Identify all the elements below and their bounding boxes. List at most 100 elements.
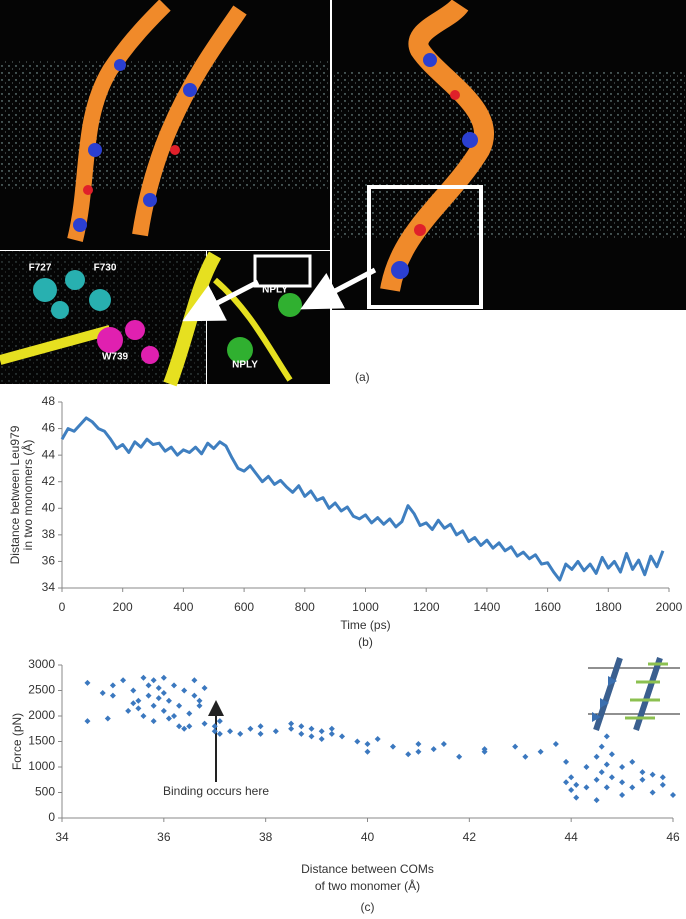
point bbox=[389, 743, 396, 750]
point bbox=[374, 735, 381, 742]
point bbox=[140, 674, 147, 681]
point bbox=[328, 730, 335, 737]
point bbox=[573, 781, 580, 788]
y-tick-label: 46 bbox=[42, 421, 56, 435]
point bbox=[512, 743, 519, 750]
point bbox=[583, 784, 590, 791]
point bbox=[145, 692, 152, 699]
point bbox=[456, 753, 463, 760]
panel-label: (b) bbox=[358, 635, 373, 649]
inset-label: NPLY bbox=[262, 285, 288, 296]
x-tick-label: 1200 bbox=[413, 600, 440, 614]
point bbox=[619, 764, 626, 770]
point bbox=[563, 779, 570, 786]
point bbox=[593, 753, 600, 760]
point bbox=[552, 741, 559, 748]
x-axis-label: Time (ps) bbox=[340, 618, 390, 632]
y-tick-label: 48 bbox=[42, 394, 56, 408]
point bbox=[196, 702, 203, 709]
point bbox=[186, 710, 193, 717]
point bbox=[155, 684, 162, 691]
point bbox=[339, 733, 346, 740]
point bbox=[135, 705, 142, 712]
point bbox=[619, 779, 626, 786]
point bbox=[593, 797, 600, 804]
point bbox=[160, 674, 167, 681]
y-tick-label: 500 bbox=[35, 785, 55, 799]
point bbox=[583, 764, 590, 770]
panel-label: (c) bbox=[361, 900, 375, 914]
point bbox=[405, 751, 412, 758]
point bbox=[145, 682, 152, 689]
x-tick-label: 2000 bbox=[656, 600, 683, 614]
point bbox=[130, 687, 137, 694]
point bbox=[649, 789, 656, 796]
point bbox=[84, 718, 91, 725]
point bbox=[109, 682, 116, 689]
point bbox=[104, 715, 111, 722]
point bbox=[659, 774, 666, 781]
x-tick-label: 1600 bbox=[534, 600, 561, 614]
point bbox=[639, 769, 646, 776]
point bbox=[593, 776, 600, 783]
point bbox=[298, 723, 305, 730]
point bbox=[298, 730, 305, 737]
y-tick-label: 44 bbox=[42, 447, 56, 461]
point bbox=[608, 774, 615, 781]
x-axis-label: of two monomer (Å) bbox=[315, 878, 420, 893]
point bbox=[308, 725, 315, 732]
point bbox=[354, 738, 361, 745]
point bbox=[649, 771, 656, 778]
point bbox=[288, 720, 295, 727]
x-tick-label: 44 bbox=[564, 830, 578, 844]
point bbox=[247, 725, 254, 732]
x-tick-label: 40 bbox=[361, 830, 375, 844]
panel-label: (a) bbox=[355, 370, 370, 384]
point bbox=[598, 769, 605, 776]
point bbox=[135, 697, 142, 704]
point bbox=[120, 677, 127, 684]
point bbox=[181, 725, 188, 732]
panel-a-images bbox=[0, 0, 686, 387]
point bbox=[573, 794, 580, 801]
point bbox=[150, 702, 157, 709]
annotation: Binding occurs here bbox=[163, 784, 269, 798]
point bbox=[603, 733, 610, 740]
y-tick-label: 42 bbox=[42, 474, 56, 488]
point bbox=[328, 725, 335, 732]
x-tick-label: 34 bbox=[55, 830, 69, 844]
point bbox=[639, 776, 646, 783]
point bbox=[629, 784, 636, 791]
y-axis-label: Force (pN) bbox=[10, 713, 24, 770]
point bbox=[364, 741, 371, 748]
point bbox=[603, 761, 610, 768]
inset-label: NPLY bbox=[232, 360, 258, 371]
point bbox=[165, 697, 172, 704]
y-tick-label: 2500 bbox=[28, 683, 55, 697]
point bbox=[171, 682, 178, 689]
point bbox=[563, 758, 570, 765]
point bbox=[237, 730, 244, 737]
y-tick-label: 34 bbox=[42, 580, 56, 594]
point bbox=[227, 728, 234, 735]
x-tick-label: 1800 bbox=[595, 600, 622, 614]
y-tick-label: 1500 bbox=[28, 734, 55, 748]
inset-label: F727 bbox=[29, 263, 52, 274]
x-tick-label: 200 bbox=[113, 600, 133, 614]
y-tick-label: 40 bbox=[42, 500, 56, 514]
point bbox=[176, 723, 183, 730]
point bbox=[84, 679, 91, 686]
point bbox=[364, 748, 371, 755]
point bbox=[288, 725, 295, 732]
point bbox=[140, 713, 147, 719]
point bbox=[201, 720, 208, 727]
x-tick-label: 800 bbox=[295, 600, 315, 614]
point bbox=[430, 746, 437, 753]
x-axis-label: Distance between COMs bbox=[301, 862, 434, 876]
x-tick-label: 38 bbox=[259, 830, 273, 844]
x-tick-label: 1400 bbox=[474, 600, 501, 614]
point bbox=[568, 774, 575, 781]
x-tick-label: 46 bbox=[666, 830, 680, 844]
y-tick-label: 1000 bbox=[28, 759, 55, 773]
